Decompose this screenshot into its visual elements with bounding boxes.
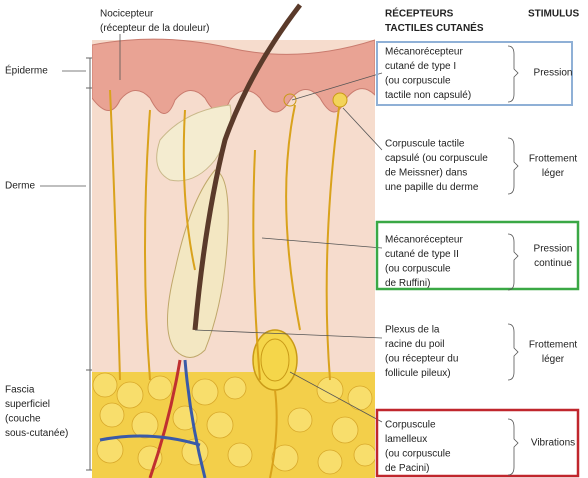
box-ruffini xyxy=(375,220,580,291)
receptor-text: racine du poil xyxy=(385,339,444,350)
stimulus-text: léger xyxy=(542,354,565,365)
brace xyxy=(507,418,519,476)
receptor-text: (ou corpuscule xyxy=(385,76,451,87)
receptor-text: lamelleux xyxy=(385,434,427,445)
box-type1 xyxy=(376,41,573,106)
stimulus-text: continue xyxy=(534,258,572,269)
nociceptor-label: Nocicepteur xyxy=(100,9,154,20)
stimulus-text: Pression xyxy=(534,68,573,79)
stimulus-header: STIMULUS xyxy=(528,9,579,20)
receptor-text: de Pacini) xyxy=(385,463,429,474)
receptor-text: Corpuscule xyxy=(385,420,436,431)
stimulus-text: Frottement xyxy=(529,339,578,350)
receptor-text: follicule pileux) xyxy=(385,368,451,379)
receptor-text: de Ruffini) xyxy=(385,278,430,289)
receptor-text: cutané de type II xyxy=(385,249,459,260)
receptor-text: Mécanorécepteur xyxy=(385,47,463,58)
receptor-text: capsulé (ou corpuscule xyxy=(385,153,488,164)
receptor-text: cutané de type I xyxy=(385,61,456,72)
receptor-text: Corpuscule tactile xyxy=(385,139,465,150)
epidermis-label: Épiderme xyxy=(5,64,48,77)
fascia-label: (couche xyxy=(5,414,41,425)
receptor-text: de Meissner) dans xyxy=(385,168,467,179)
receptor-text: (ou corpuscule xyxy=(385,264,451,275)
leader-lines xyxy=(40,70,86,187)
receptors-header: RÉCEPTEURS xyxy=(385,7,454,20)
stimulus-text: Pression xyxy=(534,243,573,254)
receptor-text: tactile non capsulé) xyxy=(385,90,471,101)
stimulus-text: Frottement xyxy=(529,153,578,164)
fascia-label: Fascia xyxy=(5,385,35,396)
stimulus-text: Vibrations xyxy=(531,438,575,449)
receptor-text: (ou corpuscule xyxy=(385,449,451,460)
receptor-leaders xyxy=(194,72,383,423)
receptor-text: une papille du derme xyxy=(385,182,479,193)
brace xyxy=(507,233,519,291)
layer-bracket xyxy=(86,57,92,471)
fascia-label: superficiel xyxy=(5,399,50,410)
receptor-text: (ou récepteur du xyxy=(385,354,458,365)
brace xyxy=(507,323,519,381)
stimulus-text: léger xyxy=(542,168,565,179)
receptor-text: Plexus de la xyxy=(385,325,440,336)
fascia-label: sous-cutanée) xyxy=(5,428,68,439)
nociceptor-label: (récepteur de la douleur) xyxy=(100,23,210,34)
skin-illustration xyxy=(92,3,375,478)
brace xyxy=(507,137,519,195)
box-pacini xyxy=(375,408,580,478)
dermis-label: Derme xyxy=(5,181,35,192)
brace xyxy=(507,45,519,103)
receptor-text: Mécanorécepteur xyxy=(385,235,463,246)
receptors-header: TACTILES CUTANÉS xyxy=(385,21,484,34)
